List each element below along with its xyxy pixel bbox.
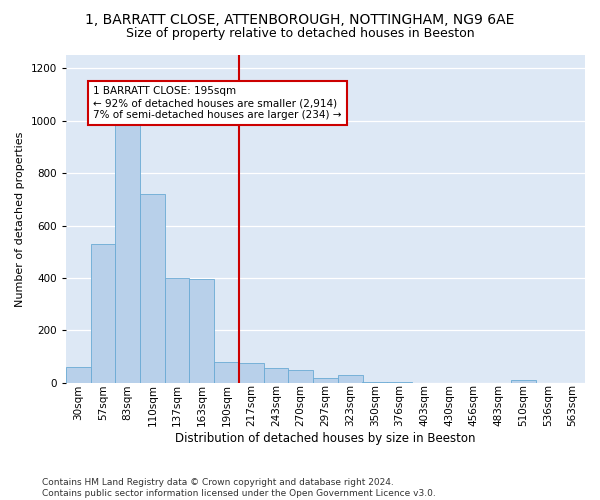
Text: 1, BARRATT CLOSE, ATTENBOROUGH, NOTTINGHAM, NG9 6AE: 1, BARRATT CLOSE, ATTENBOROUGH, NOTTINGH…: [85, 12, 515, 26]
Bar: [214, 362, 239, 383]
Bar: [140, 194, 165, 383]
Text: Size of property relative to detached houses in Beeston: Size of property relative to detached ho…: [125, 28, 475, 40]
Bar: [115, 108, 140, 383]
Bar: [313, 378, 338, 383]
X-axis label: Distribution of detached houses by size in Beeston: Distribution of detached houses by size …: [175, 432, 476, 445]
Y-axis label: Number of detached properties: Number of detached properties: [15, 132, 25, 306]
Text: 1 BARRATT CLOSE: 195sqm
← 92% of detached houses are smaller (2,914)
7% of semi-: 1 BARRATT CLOSE: 195sqm ← 92% of detache…: [93, 86, 341, 120]
Bar: [387, 382, 412, 383]
Bar: [190, 280, 214, 383]
Bar: [239, 364, 263, 383]
Bar: [91, 244, 115, 383]
Bar: [511, 380, 536, 383]
Bar: [263, 368, 289, 383]
Bar: [289, 370, 313, 383]
Bar: [338, 375, 362, 383]
Text: Contains HM Land Registry data © Crown copyright and database right 2024.
Contai: Contains HM Land Registry data © Crown c…: [42, 478, 436, 498]
Bar: [165, 278, 190, 383]
Bar: [362, 382, 387, 383]
Bar: [66, 367, 91, 383]
